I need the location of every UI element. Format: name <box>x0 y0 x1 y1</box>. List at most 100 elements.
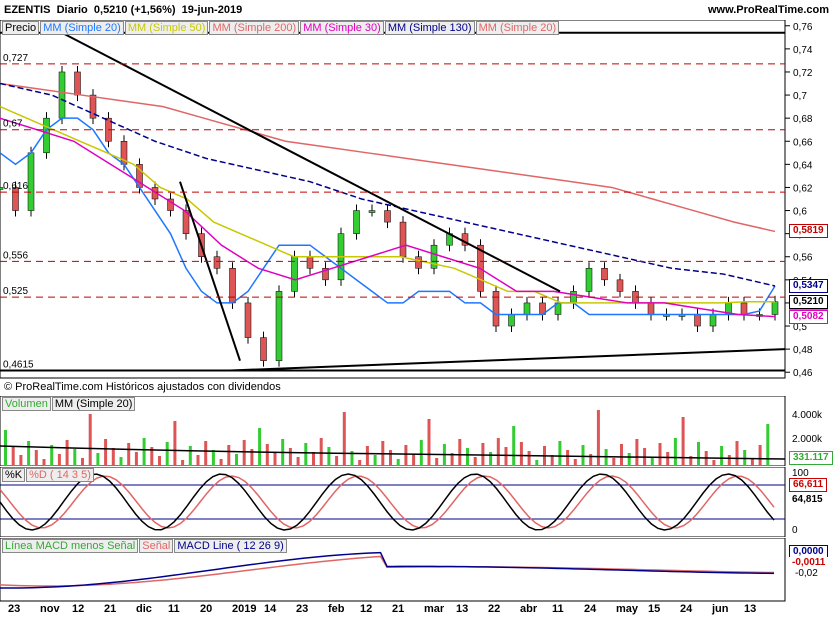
price-candle <box>167 198 174 211</box>
stoch-legend-d: %D ( 14 3 5) <box>26 468 94 482</box>
volume-bar <box>165 442 169 466</box>
site-label: www.ProRealTime.com <box>707 4 829 16</box>
x-tick-label: 24 <box>584 603 597 615</box>
macd-legend-line: MACD Line ( 12 26 9) <box>174 539 287 553</box>
volume-bar <box>581 445 585 466</box>
volume-bar <box>104 439 108 466</box>
stoch-panel[interactable] <box>0 467 835 537</box>
price-candle <box>43 117 50 154</box>
x-tick-label: 15 <box>648 603 661 615</box>
volume-bar <box>258 428 262 466</box>
price-candle <box>291 256 298 292</box>
volume-bar <box>673 438 677 466</box>
volume-bar <box>735 441 739 466</box>
x-tick-label: 21 <box>392 603 405 615</box>
price-candle <box>275 291 283 361</box>
price-candle <box>322 268 329 281</box>
price-candle <box>508 314 515 327</box>
volume-bar <box>342 412 346 466</box>
x-tick-label: 13 <box>456 603 469 615</box>
x-tick-label: nov <box>40 603 60 615</box>
volume-bar <box>204 441 208 466</box>
volume-bar <box>766 424 770 466</box>
price-ytick-label: 0,68 <box>793 114 813 125</box>
price-candle <box>353 210 360 234</box>
volume-bar <box>4 430 7 466</box>
volume-bar <box>219 459 223 466</box>
price-level-label: 0,4615 <box>3 359 34 370</box>
price-ytick-label: 0,76 <box>793 22 813 33</box>
price-panel[interactable]: 0,760,740,720,70,680,660,640,620,60,580,… <box>0 20 835 380</box>
volume-bar <box>689 456 693 466</box>
price-level-label: 0,727 <box>3 53 28 64</box>
x-tick-label: 20 <box>200 603 213 615</box>
macd-legend-hist: Línea MACD menos Señal <box>2 539 139 553</box>
price-candle <box>12 187 19 211</box>
volume-legend-vol: Volumen <box>2 397 51 411</box>
chart-header: EZENTIS Diario 0,5210 (+1,56%) 19-jun-20… <box>0 0 835 20</box>
x-tick-label: abr <box>520 603 538 615</box>
price-candle <box>384 210 391 223</box>
price-legend-item: MM (Simple 30) <box>300 21 384 35</box>
volume-bar <box>450 453 454 466</box>
volume-bar <box>88 414 92 466</box>
volume-bar <box>666 452 670 466</box>
volume-bar <box>288 448 292 466</box>
volume-bar <box>250 449 254 466</box>
volume-bar <box>365 446 369 466</box>
price-candle <box>306 256 314 269</box>
volume-bar <box>504 447 508 466</box>
x-tick-label: 12 <box>72 603 85 615</box>
copyright-label: © ProRealTime.com Históricos ajustados c… <box>4 381 281 393</box>
trendline-support <box>229 348 786 372</box>
price-legend-item: Precio <box>2 21 40 35</box>
price-ytick-label: 0,64 <box>793 160 813 171</box>
price-candle <box>260 337 267 361</box>
price-tag: 0,5347 <box>789 278 828 293</box>
price-level-label: 0,525 <box>3 286 28 297</box>
price-level-label: 0,67 <box>3 119 23 130</box>
volume-bar <box>119 457 123 466</box>
x-tick-label: mar <box>424 603 445 615</box>
price-candle <box>58 71 66 119</box>
price-legend-item: MM (Simple 200) <box>209 21 300 35</box>
volume-bar <box>396 459 400 466</box>
x-tick-label: jun <box>712 603 729 615</box>
price-ytick-label: 0,56 <box>793 253 813 264</box>
macd-tag-signal: -0,0011 <box>789 557 829 569</box>
price-ytick-label: 0,7 <box>793 91 807 102</box>
stoch-k-line <box>0 473 775 531</box>
volume-bar <box>596 410 600 466</box>
volume-bar <box>635 439 639 466</box>
price-candle <box>27 152 35 211</box>
volume-bar <box>158 456 161 466</box>
x-tick-label: 11 <box>168 603 180 615</box>
x-tick-label: 14 <box>264 603 277 615</box>
price-tag: 0,5082 <box>789 309 828 324</box>
volume-bar <box>19 455 23 466</box>
volume-bar <box>142 438 146 466</box>
volume-legend-mm: MM (Simple 20) <box>51 397 136 411</box>
x-axis: 23 nov 12 21 dic 11 20 2019 14 23 feb 12 21 mar 13 22 ab… <box>0 603 785 619</box>
volume-bar <box>720 446 724 466</box>
price-candle <box>585 268 593 292</box>
volume-bar <box>173 421 177 466</box>
series-line <box>0 82 776 287</box>
stoch-tag-k: 64,815 <box>789 494 826 506</box>
x-tick-label: 2019 <box>232 603 257 615</box>
price-candle <box>229 268 236 304</box>
volume-bar <box>327 447 331 466</box>
price-candle <box>616 279 624 292</box>
price-candle <box>647 302 655 315</box>
price-candle <box>74 71 81 96</box>
volume-bar <box>134 452 138 466</box>
x-tick-label: dic <box>136 603 152 615</box>
volume-bar <box>335 456 339 466</box>
volume-bar <box>350 451 354 466</box>
series-line <box>0 117 776 318</box>
volume-bar <box>697 442 700 466</box>
price-legend-item: MM (Simple 20) <box>40 21 124 35</box>
volume-bar <box>65 440 69 466</box>
volume-bar <box>612 458 616 466</box>
price-candle <box>570 291 577 304</box>
